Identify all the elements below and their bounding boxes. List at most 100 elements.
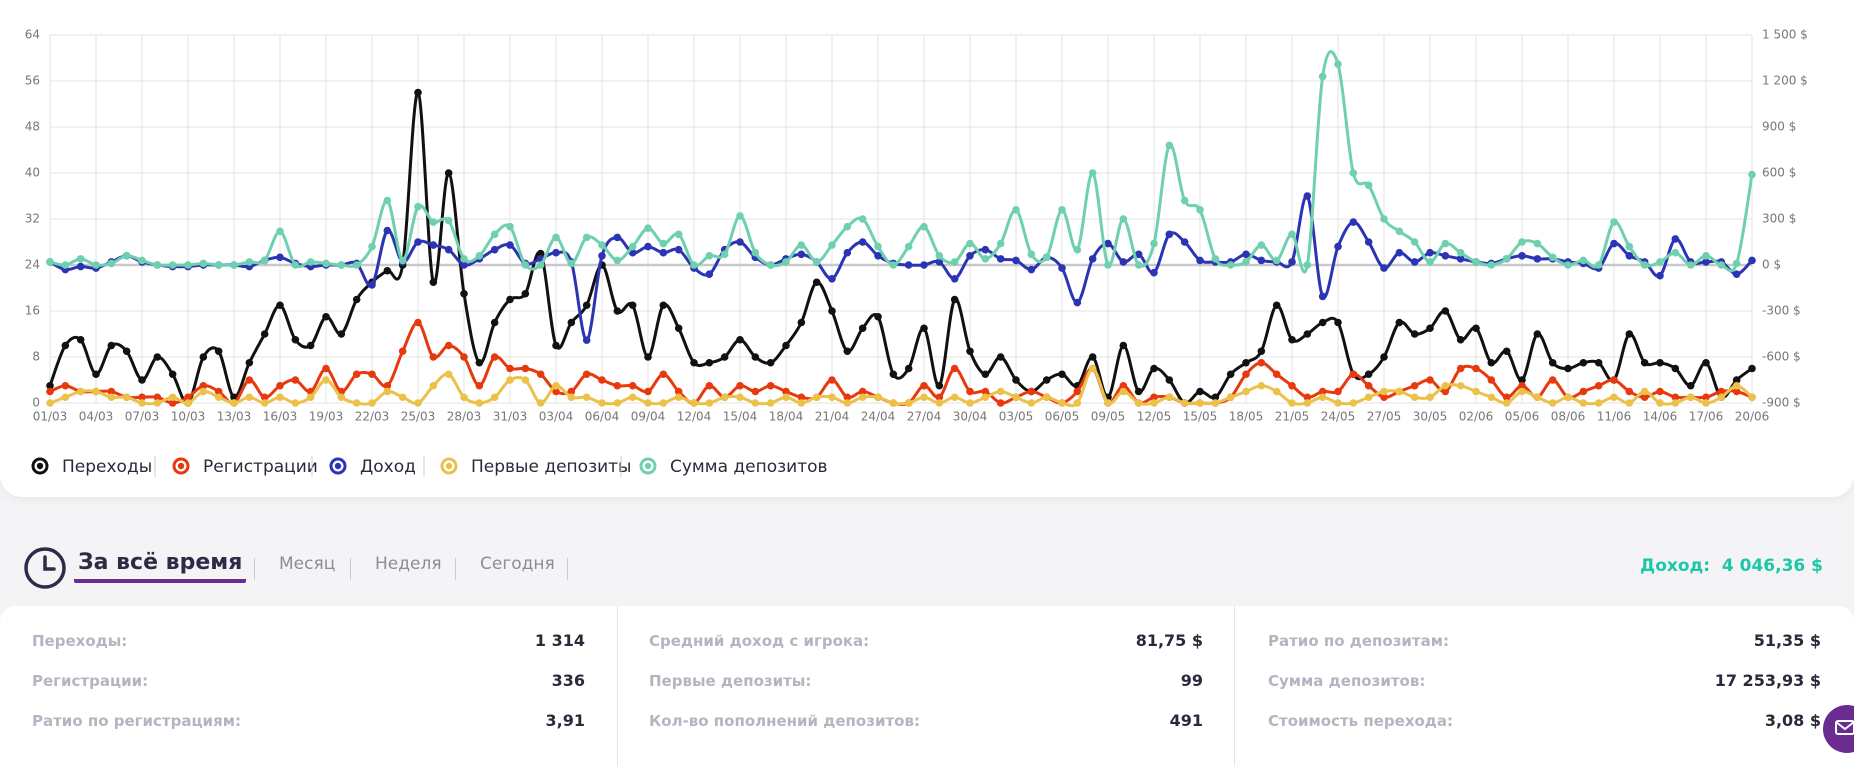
data-point — [1456, 364, 1465, 373]
data-point — [628, 393, 637, 402]
data-point — [1380, 393, 1388, 402]
data-point — [1656, 258, 1664, 266]
data-point — [1211, 399, 1220, 407]
data-point — [1472, 324, 1480, 333]
data-point — [46, 381, 54, 390]
data-point — [1671, 248, 1680, 257]
data-point — [460, 289, 468, 298]
data-point — [475, 399, 484, 407]
stat-label: Первые депозиты: — [649, 672, 812, 690]
data-point — [383, 196, 392, 205]
tab[interactable]: Неделя — [375, 554, 442, 574]
data-point — [904, 261, 913, 269]
data-point — [1226, 393, 1235, 402]
data-point — [107, 341, 116, 350]
data-point — [1364, 381, 1373, 390]
x-tick-label: 18/05 — [1229, 410, 1264, 424]
separator — [350, 558, 351, 580]
data-point — [812, 258, 821, 266]
data-point — [1502, 399, 1511, 407]
data-point — [138, 256, 146, 265]
chat-button[interactable] — [1823, 705, 1854, 753]
data-point — [1472, 364, 1480, 373]
data-point — [414, 88, 422, 97]
y-tick-label: 16 — [25, 304, 40, 318]
data-point — [1456, 248, 1465, 257]
data-point — [1441, 252, 1450, 260]
data-point — [383, 266, 392, 275]
data-point — [828, 376, 836, 384]
x-tick-label: 27/04 — [907, 410, 942, 424]
data-point — [843, 248, 852, 257]
x-tick-label: 03/05 — [999, 410, 1034, 424]
data-point — [1594, 358, 1603, 367]
data-point — [414, 202, 422, 211]
tab[interactable]: Сегодня — [480, 554, 555, 574]
data-point — [1334, 60, 1342, 68]
data-point — [782, 393, 790, 402]
legend-marker-dot — [36, 462, 44, 470]
data-point — [92, 370, 100, 379]
data-point — [291, 261, 300, 269]
data-point — [1196, 256, 1204, 265]
data-point — [521, 289, 530, 298]
data-point — [536, 399, 545, 407]
data-point — [1502, 347, 1511, 356]
data-point — [858, 393, 867, 402]
data-point — [521, 364, 530, 373]
y2-tick-label: -300 $ — [1762, 304, 1801, 318]
data-point — [981, 255, 990, 263]
data-point — [1349, 169, 1358, 177]
data-point — [1058, 206, 1066, 214]
legend-label: Переходы — [62, 457, 152, 477]
data-point — [1242, 250, 1250, 259]
data-point — [245, 393, 254, 402]
data-point — [552, 341, 560, 350]
x-tick-label: 19/03 — [309, 410, 344, 424]
data-point — [736, 238, 744, 246]
data-point — [720, 393, 729, 402]
data-point — [966, 239, 974, 248]
data-point — [966, 347, 974, 356]
tab[interactable]: Месяц — [279, 554, 336, 574]
data-point — [828, 307, 836, 315]
data-point — [1640, 393, 1649, 402]
data-point — [214, 347, 223, 356]
data-point — [1564, 364, 1572, 373]
data-point — [398, 347, 407, 356]
data-point — [1732, 381, 1741, 390]
period-tabs: За всё время Месяц Неделя Сегодня Доход:… — [0, 540, 1854, 596]
stat-value: 1 314 — [534, 631, 585, 650]
data-point — [352, 370, 361, 379]
x-tick-label: 18/04 — [769, 410, 804, 424]
data-point — [1165, 141, 1174, 150]
data-point — [1518, 381, 1526, 390]
data-point — [1196, 206, 1204, 214]
data-point — [1456, 381, 1465, 390]
data-point — [1272, 256, 1281, 265]
data-point — [674, 230, 683, 239]
data-point — [260, 256, 269, 265]
data-point — [199, 353, 208, 361]
income-value: 4 046,36 $ — [1721, 556, 1823, 576]
separator — [254, 558, 255, 580]
data-point — [1272, 301, 1281, 310]
data-point — [199, 387, 208, 396]
tab[interactable]: За всё время — [74, 550, 247, 583]
data-point — [920, 324, 928, 333]
data-point — [107, 393, 116, 402]
separator — [567, 558, 568, 580]
data-point — [705, 381, 714, 390]
data-point — [858, 238, 867, 246]
data-point — [1104, 239, 1112, 248]
data-point — [674, 324, 683, 333]
data-point — [950, 258, 959, 266]
x-tick-label: 17/06 — [1689, 410, 1724, 424]
data-point — [1686, 261, 1695, 269]
data-point — [291, 399, 300, 407]
data-point — [1656, 358, 1664, 367]
data-point — [214, 393, 223, 402]
data-point — [260, 393, 269, 402]
y2-tick-label: 300 $ — [1762, 212, 1796, 226]
data-point — [1257, 256, 1266, 265]
